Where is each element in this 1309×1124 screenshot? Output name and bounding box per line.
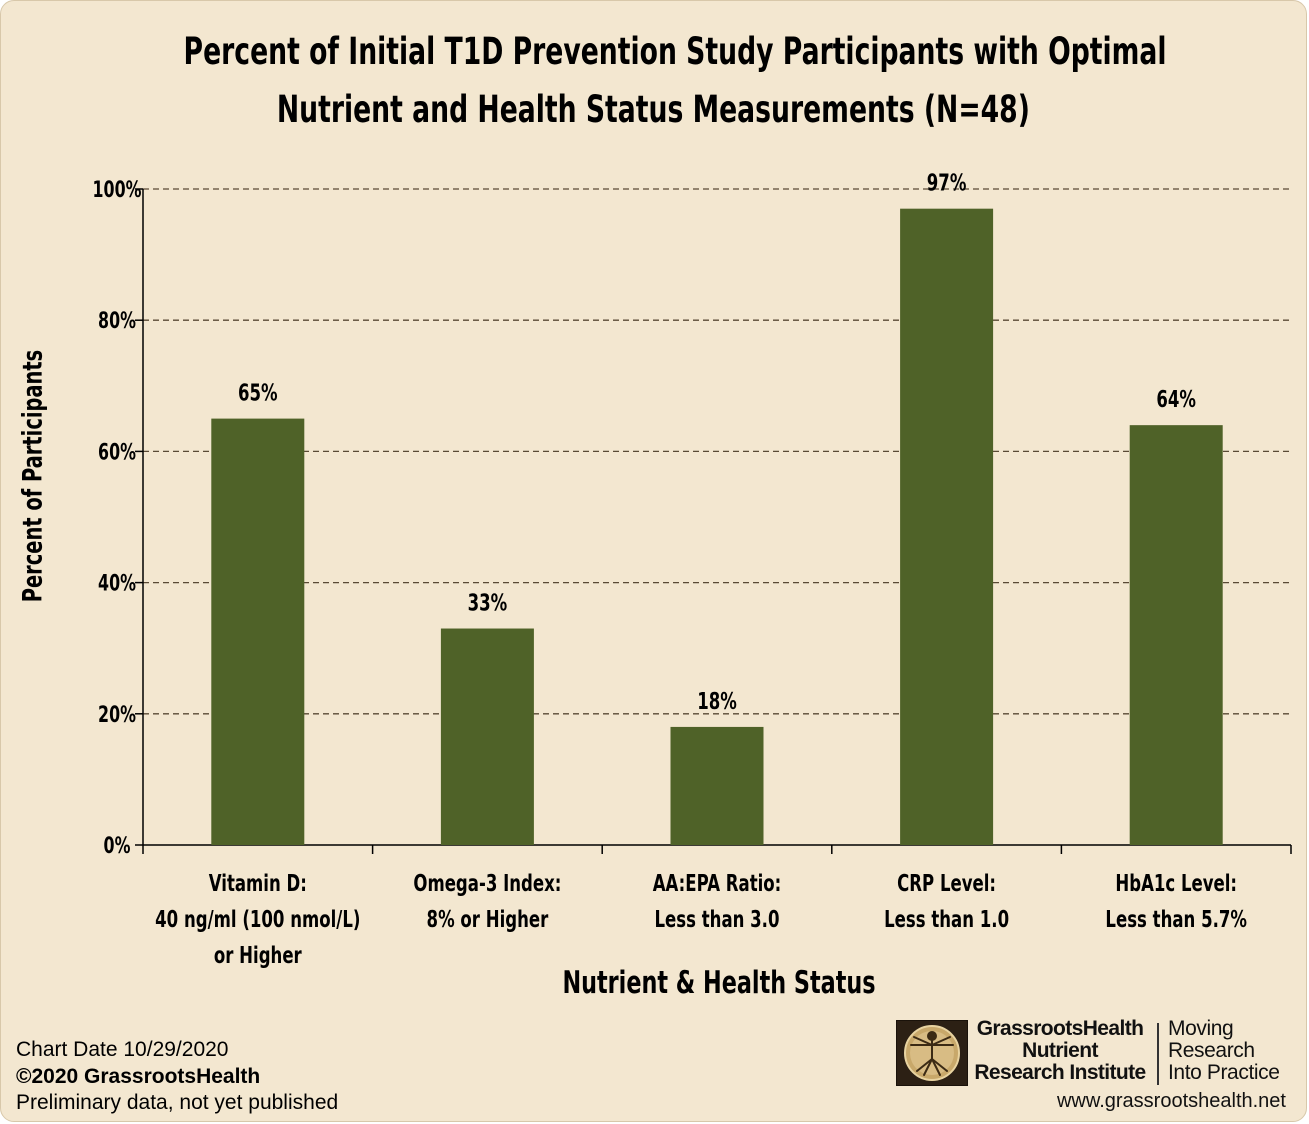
bar [211,418,305,845]
data-label-group: 97% [927,169,967,197]
bar [670,726,764,845]
x-tick-label: Less than 1.0 [884,905,1009,933]
y-tick-label: 20% [98,701,136,727]
x-tick-label-group: Less than 1.0 [884,905,1009,933]
logo-divider [1157,1023,1159,1085]
data-label: 97% [927,169,967,197]
y-tick-label: 40% [98,570,136,596]
x-tick-label: or Higher [214,941,302,969]
x-tick-label-group: 8% or Higher [427,905,549,933]
x-tick-label: AA:EPA Ratio: [653,869,782,897]
y-tick-label-group: 60% [98,439,136,465]
y-tick-label-group: 100% [93,176,142,202]
x-tick-label-group: AA:EPA Ratio: [653,869,782,897]
org-name-line-3: Research Institute [974,1061,1146,1084]
x-tick-label: 8% or Higher [427,905,549,933]
y-tick-label: 0% [104,832,131,858]
bar [1129,425,1223,845]
x-tick-label-group: Omega-3 Index: [413,869,561,897]
x-tick-label-group: CRP Level: [897,869,996,897]
y-tick-label-group: 40% [98,570,136,596]
tagline-line-2: Research [1168,1039,1255,1062]
footer: Chart Date 10/29/2020 ©2020 GrassrootsHe… [16,1037,338,1117]
x-tick-label-group: Less than 5.7% [1105,905,1247,933]
x-tick-label: Omega-3 Index: [413,869,561,897]
chart-title: Percent of Initial T1D Prevention Study … [183,23,1167,139]
x-tick-label: Less than 3.0 [655,905,780,933]
bar [900,208,994,845]
data-label: 33% [468,589,508,617]
x-tick-label: HbA1c Level: [1115,869,1237,897]
publication-note: Preliminary data, not yet published [16,1091,339,1114]
y-tick-label: 100% [93,176,142,202]
org-name: GrassrootsHealth Nutrient Research Insti… [971,1018,1149,1084]
y-tick-label-group: 80% [98,308,136,334]
x-tick-label-group: 40 ng/ml (100 nmol/L) [155,905,360,933]
x-tick-label: CRP Level: [897,869,996,897]
x-axis-title: Nutrient & Health Status [562,965,876,1001]
org-name-line-1: GrassrootsHealth [976,1017,1144,1040]
chart-title-line-1: Percent of Initial T1D Prevention Study … [183,30,1167,73]
y-axis-title: Percent of Participants [17,349,49,603]
bar [440,628,534,845]
chart-title-line-2: Nutrient and Health Status Measurements … [276,88,1030,131]
data-label-group: 65% [238,379,278,407]
y-tick-label-group: 0% [104,832,131,858]
x-tick-label-group: or Higher [214,941,302,969]
chart-date: Chart Date 10/29/2020 [16,1038,229,1061]
bar-chart: 0% 20% 40% 60% 80% 100% 65% Vitamin D: 40 ng/ml … [93,169,1292,969]
org-name-line-2: Nutrient [1022,1039,1098,1062]
x-tick-label: Less than 5.7% [1105,905,1247,933]
x-tick-label-group: Less than 3.0 [655,905,780,933]
data-label-group: 64% [1156,385,1196,413]
vitruvian-man-icon [896,1020,968,1086]
data-label: 18% [697,687,737,715]
tagline-line-3: Into Practice [1168,1061,1280,1084]
tagline-line-1: Moving [1168,1017,1234,1040]
data-label: 65% [238,379,278,407]
tagline: Moving Research Into Practice [1168,1018,1280,1084]
website-url: www.grassrootshealth.net [1056,1090,1286,1112]
data-label-group: 18% [697,687,737,715]
x-tick-label: Vitamin D: [209,869,307,897]
y-tick-label: 60% [98,439,136,465]
x-tick-label-group: HbA1c Level: [1115,869,1237,897]
y-tick-label-group: 20% [98,701,136,727]
x-tick-label: 40 ng/ml (100 nmol/L) [155,905,360,933]
copyright: ©2020 GrassrootsHealth [16,1064,261,1088]
data-label-group: 33% [468,589,508,617]
x-tick-label-group: Vitamin D: [209,869,307,897]
y-tick-label: 80% [98,308,136,334]
data-label: 64% [1156,385,1196,413]
